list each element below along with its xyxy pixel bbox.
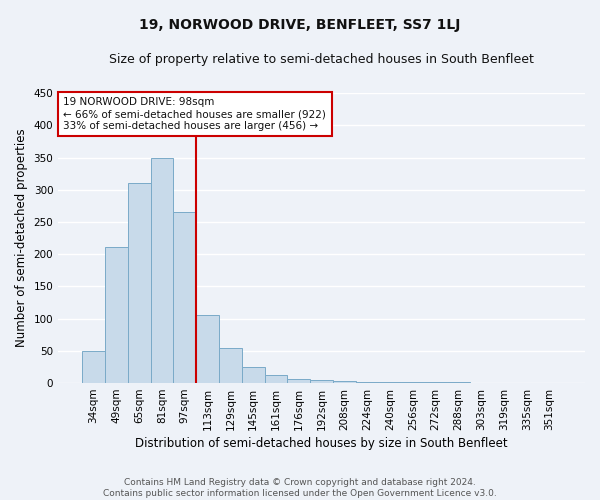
Bar: [401, 382, 424, 383]
Bar: [173, 212, 196, 383]
Bar: [356, 382, 379, 383]
Bar: [310, 380, 333, 383]
Text: 19, NORWOOD DRIVE, BENFLEET, SS7 1LJ: 19, NORWOOD DRIVE, BENFLEET, SS7 1LJ: [139, 18, 461, 32]
Bar: [447, 382, 470, 383]
Bar: [287, 379, 310, 383]
Bar: [265, 376, 287, 383]
Bar: [105, 247, 128, 383]
Text: Contains HM Land Registry data © Crown copyright and database right 2024.
Contai: Contains HM Land Registry data © Crown c…: [103, 478, 497, 498]
Bar: [82, 351, 105, 383]
Bar: [151, 158, 173, 383]
Bar: [219, 348, 242, 383]
Bar: [196, 316, 219, 383]
X-axis label: Distribution of semi-detached houses by size in South Benfleet: Distribution of semi-detached houses by …: [135, 437, 508, 450]
Y-axis label: Number of semi-detached properties: Number of semi-detached properties: [15, 128, 28, 348]
Bar: [128, 182, 151, 383]
Bar: [333, 381, 356, 383]
Title: Size of property relative to semi-detached houses in South Benfleet: Size of property relative to semi-detach…: [109, 52, 534, 66]
Bar: [424, 382, 447, 383]
Bar: [379, 382, 401, 383]
Bar: [242, 367, 265, 383]
Text: 19 NORWOOD DRIVE: 98sqm
← 66% of semi-detached houses are smaller (922)
33% of s: 19 NORWOOD DRIVE: 98sqm ← 66% of semi-de…: [64, 98, 326, 130]
